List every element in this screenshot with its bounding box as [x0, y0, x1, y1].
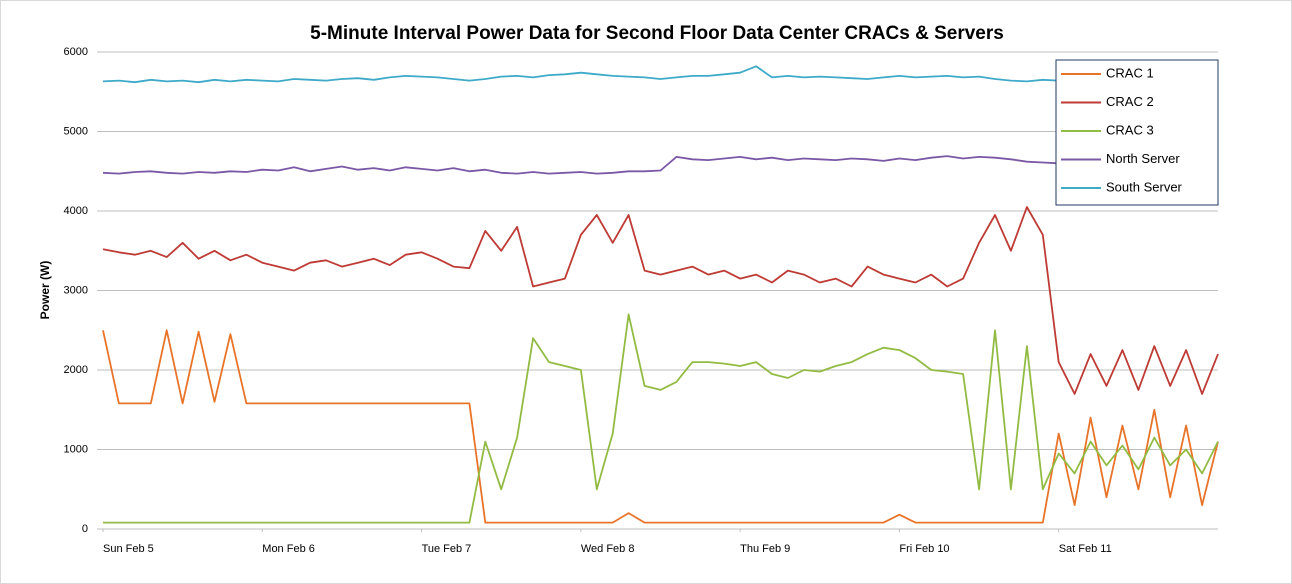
x-tick-label: Mon Feb 6 — [262, 543, 315, 555]
legend-box — [1055, 59, 1219, 206]
x-tick-label: Fri Feb 10 — [899, 543, 949, 555]
y-tick-label: 5000 — [64, 125, 88, 137]
series-line — [103, 313, 1219, 524]
x-tick-label: Sat Feb 11 — [1059, 543, 1112, 555]
legend-label: North Server — [1106, 151, 1180, 166]
x-tick-label: Thu Feb 9 — [740, 543, 790, 555]
legend: CRAC 1 CRAC 2 CRAC 3 North Server South Serv… — [1055, 59, 1219, 206]
x-tick-label: Wed Feb 8 — [581, 543, 635, 555]
y-tick-label: 1000 — [64, 443, 88, 455]
legend-label: CRAC 2 — [1106, 94, 1154, 109]
plot-lines — [102, 65, 1219, 524]
series-line — [102, 329, 1219, 524]
y-tick-label: 0 — [82, 523, 88, 535]
y-axis-label: Power (W) — [38, 261, 52, 320]
series-line — [102, 65, 1219, 84]
x-tick-label: Tue Feb 7 — [422, 543, 472, 555]
legend-label: CRAC 1 — [1106, 65, 1154, 80]
y-tick-label: 3000 — [64, 284, 88, 296]
chart-title: 5-Minute Interval Power Data for Second … — [310, 23, 1004, 44]
legend-label: CRAC 3 — [1106, 122, 1154, 137]
series-line — [102, 155, 1219, 175]
x-tick-label: Sun Feb 5 — [103, 543, 154, 555]
legend-label: South Server — [1106, 179, 1183, 194]
y-tick-label: 2000 — [64, 364, 88, 376]
grid: 0 1000 2000 3000 4000 5000 6000 Sun Feb 5 Mon Fe… — [64, 46, 1218, 555]
series-line — [102, 206, 1219, 395]
y-tick-label: 6000 — [64, 46, 88, 58]
y-tick-label: 4000 — [64, 205, 88, 217]
